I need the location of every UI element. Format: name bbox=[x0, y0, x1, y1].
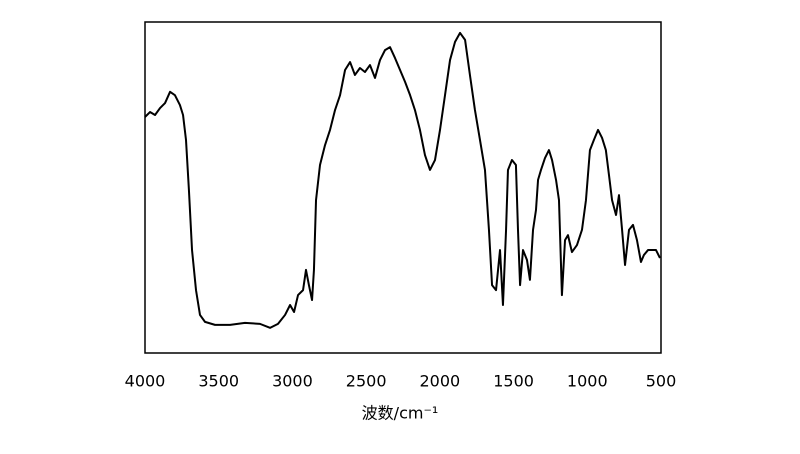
x-tick-label: 4000 bbox=[125, 372, 166, 391]
x-tick-label: 500 bbox=[646, 372, 677, 391]
x-tick-label: 3000 bbox=[272, 372, 313, 391]
x-tick-label: 1500 bbox=[493, 372, 534, 391]
x-tick-label: 3500 bbox=[198, 372, 239, 391]
x-axis-label: 波数/cm⁻¹ bbox=[362, 404, 439, 423]
x-tick-label: 1000 bbox=[567, 372, 608, 391]
x-tick-label: 2500 bbox=[346, 372, 387, 391]
plot-frame bbox=[144, 21, 662, 354]
spectrum-line bbox=[144, 31, 661, 329]
x-tick-label: 2000 bbox=[419, 372, 460, 391]
